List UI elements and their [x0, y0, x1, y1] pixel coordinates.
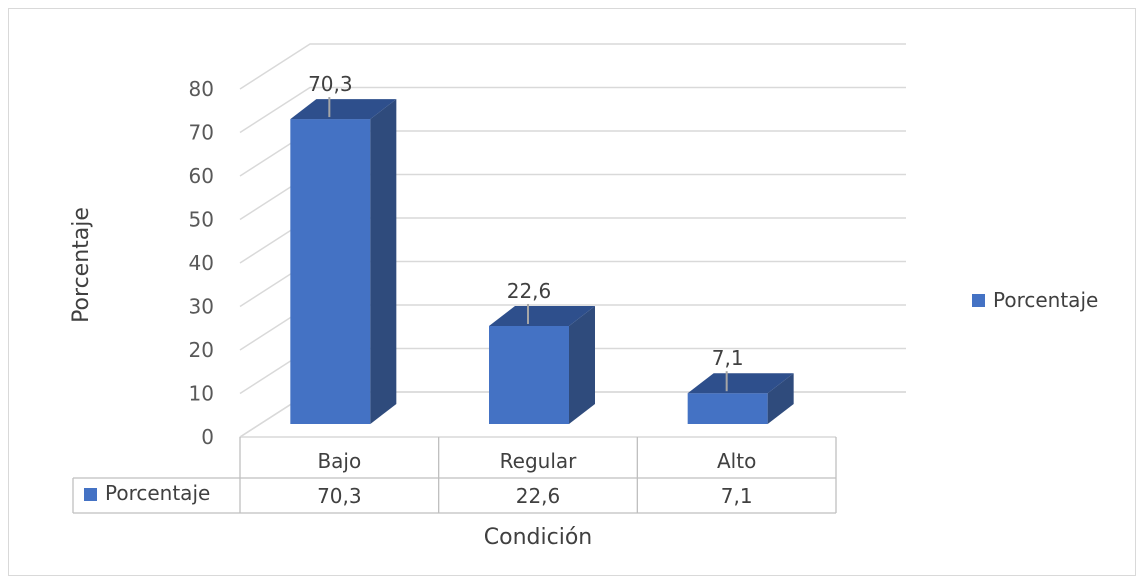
y-tick-label: 40: [189, 251, 214, 275]
bar-front-regular: [489, 325, 569, 424]
y-tick-label: 20: [189, 338, 214, 362]
bar-top-alto: [687, 373, 794, 394]
data-label-regular: 22,6: [507, 279, 552, 303]
y-axis-title: Porcentaje: [69, 207, 94, 323]
bar-front-alto: [687, 393, 768, 424]
y-tick-label: 30: [189, 295, 214, 319]
bar-top-regular: [489, 305, 595, 326]
data-label-alto: 7,1: [712, 346, 744, 370]
table-legend-key: [84, 488, 97, 501]
bar-side-alto: [767, 373, 794, 424]
bar-front-bajo: [290, 119, 371, 424]
bar-side-regular: [569, 305, 595, 424]
table-row-header: Porcentaje: [105, 481, 210, 505]
y-tick-label: 70: [189, 121, 214, 145]
y-tick-label: 10: [189, 382, 214, 406]
gridline-70: [239, 86, 906, 134]
bar-top-bajo: [290, 99, 397, 120]
table-cell-value: 70,3: [317, 484, 362, 508]
legend-entry: Porcentaje: [993, 288, 1098, 312]
bar-side-bajo: [370, 99, 397, 424]
y-tick-label: 0: [201, 425, 214, 449]
x-tick-label: Regular: [500, 449, 577, 473]
table-cell-value: 7,1: [721, 484, 753, 508]
x-axis-title: Condición: [484, 525, 592, 550]
x-tick-label: Alto: [717, 449, 756, 473]
x-tick-label: Bajo: [317, 449, 361, 473]
table-cell-value: 22,6: [516, 484, 561, 508]
legend-swatch: [972, 294, 985, 307]
gridline-80: [239, 43, 906, 90]
y-tick-label: 60: [189, 164, 214, 188]
y-tick-label: 80: [189, 77, 214, 101]
chart-frame: [8, 8, 1136, 576]
y-tick-label: 50: [189, 208, 214, 232]
data-label-bajo: 70,3: [308, 72, 353, 96]
